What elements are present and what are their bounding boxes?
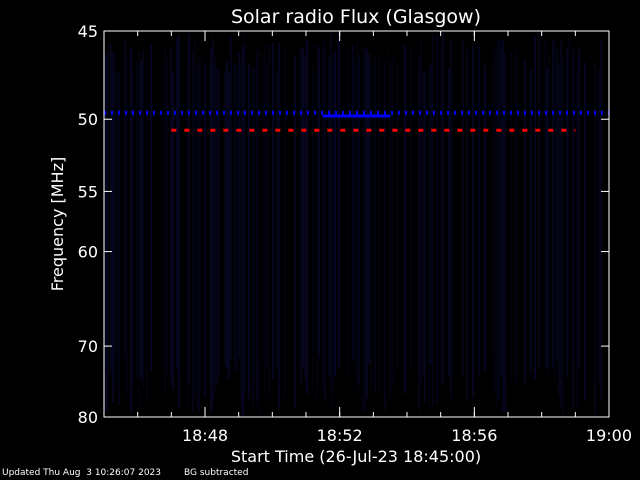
plot-frame (103, 30, 610, 418)
x-tick-label: 18:48 (182, 426, 228, 445)
y-axis: 45 50 55 60 70 80 (78, 22, 609, 427)
y-tick-label: 50 (78, 110, 98, 129)
y-axis-label: Frequency [MHz] (48, 157, 67, 291)
y-tick-label: 70 (78, 337, 98, 356)
emission-features (104, 110, 609, 132)
x-axis: 18:48 18:52 18:56 19:00 (137, 31, 632, 445)
x-axis-label: Start Time (26-Jul-23 18:45:00) (231, 447, 481, 466)
x-tick-label: 18:52 (317, 426, 363, 445)
x-tick-label: 19:00 (586, 426, 632, 445)
y-tick-label: 80 (78, 408, 98, 427)
y-tick-label: 55 (78, 182, 98, 201)
footer-updated-timestamp: Updated Thu Aug 3 10:26:07 2023 (2, 468, 162, 478)
y-tick-label: 45 (78, 22, 98, 41)
footer-bg-note: BG subtracted (184, 468, 249, 478)
y-tick-label: 60 (78, 243, 98, 262)
x-tick-label: 18:56 (451, 426, 497, 445)
chart-title: Solar radio Flux (Glasgow) (231, 6, 481, 28)
